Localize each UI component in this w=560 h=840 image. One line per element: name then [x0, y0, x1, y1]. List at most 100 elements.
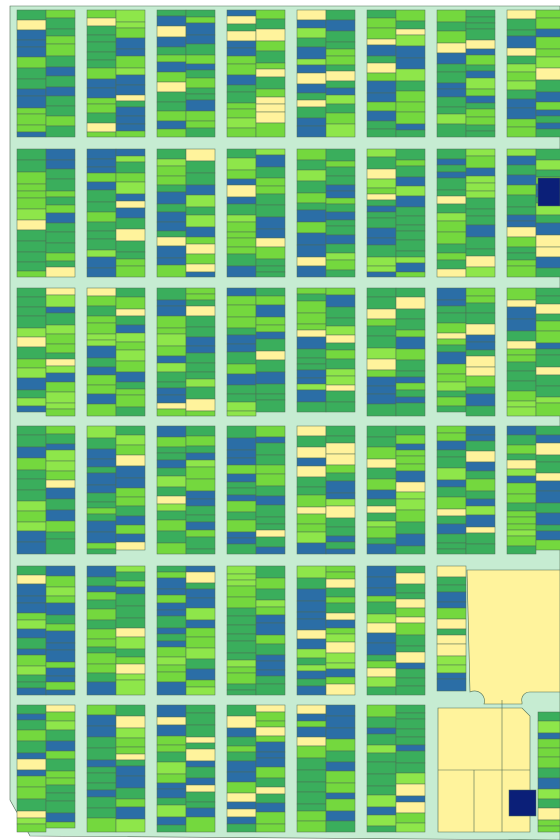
lot — [156, 101, 187, 112]
lot — [156, 615, 187, 629]
lot — [255, 76, 286, 90]
lot — [535, 354, 560, 368]
lot — [255, 599, 286, 608]
lot — [395, 370, 426, 378]
lot — [115, 737, 146, 748]
lot — [366, 318, 397, 327]
lot — [16, 46, 47, 58]
lot — [395, 668, 426, 679]
lot — [86, 181, 117, 191]
lot — [115, 341, 146, 351]
lot — [506, 164, 537, 176]
lot — [325, 55, 356, 66]
lot — [185, 271, 216, 278]
lot — [156, 646, 187, 658]
lot — [156, 609, 187, 617]
lot — [325, 810, 356, 822]
lot — [325, 123, 356, 138]
lot — [325, 48, 356, 57]
lot — [535, 472, 560, 482]
lot — [465, 95, 496, 104]
lot — [366, 773, 397, 787]
lot — [156, 804, 187, 818]
lot — [395, 318, 426, 331]
lot — [535, 434, 560, 444]
lot — [185, 127, 216, 138]
lot — [255, 464, 286, 475]
lot — [325, 175, 356, 186]
lot — [255, 614, 286, 624]
lot — [436, 432, 467, 442]
lot — [86, 267, 117, 278]
lot — [226, 573, 257, 581]
lot — [115, 806, 146, 820]
lot — [226, 327, 257, 336]
lot — [156, 627, 187, 635]
lot — [115, 617, 146, 629]
lot — [226, 519, 257, 533]
lot — [325, 498, 356, 507]
lot — [506, 184, 537, 196]
lot — [325, 676, 356, 685]
lot — [436, 508, 467, 517]
lot — [296, 329, 327, 338]
lot — [185, 93, 216, 101]
lot — [226, 704, 257, 717]
lot — [366, 727, 397, 735]
lot — [325, 761, 356, 772]
lot — [395, 685, 426, 696]
lot — [185, 498, 216, 507]
lot — [16, 457, 47, 471]
lot — [506, 482, 537, 495]
lot — [185, 69, 216, 79]
lot — [45, 391, 76, 404]
lot — [185, 766, 216, 779]
lot — [156, 165, 187, 177]
lot — [226, 237, 257, 248]
lot — [366, 38, 397, 46]
lot — [115, 593, 146, 607]
lot — [506, 475, 537, 484]
lot — [16, 541, 47, 555]
lot — [255, 634, 286, 645]
lot — [156, 408, 187, 417]
lot — [115, 627, 146, 638]
lot — [45, 704, 76, 713]
lot — [395, 434, 426, 445]
lot — [395, 455, 426, 465]
lot — [506, 425, 537, 436]
lot — [115, 727, 146, 739]
lot — [255, 96, 286, 105]
lot — [296, 600, 327, 613]
lot — [465, 116, 496, 126]
lot — [436, 212, 467, 222]
lot — [395, 750, 426, 764]
lot — [156, 824, 187, 833]
lot — [436, 287, 467, 301]
lot — [156, 71, 187, 83]
lot — [226, 351, 257, 365]
lot — [436, 259, 467, 270]
lot — [255, 757, 286, 768]
lot — [296, 323, 327, 331]
lot — [465, 236, 496, 250]
lot — [185, 63, 216, 71]
lot — [45, 812, 76, 823]
lot — [366, 265, 397, 273]
lot — [535, 287, 560, 297]
lot — [86, 646, 117, 654]
lot — [86, 585, 117, 593]
lot — [366, 642, 397, 656]
lot — [296, 19, 327, 29]
lot — [506, 400, 537, 408]
lot — [506, 510, 537, 518]
lot — [255, 68, 286, 78]
lot — [45, 408, 76, 417]
lot — [115, 74, 146, 86]
lot — [395, 736, 426, 746]
lot — [395, 425, 426, 436]
lot — [86, 425, 117, 439]
lot — [537, 767, 560, 779]
lot — [226, 537, 257, 545]
lot — [436, 52, 467, 65]
